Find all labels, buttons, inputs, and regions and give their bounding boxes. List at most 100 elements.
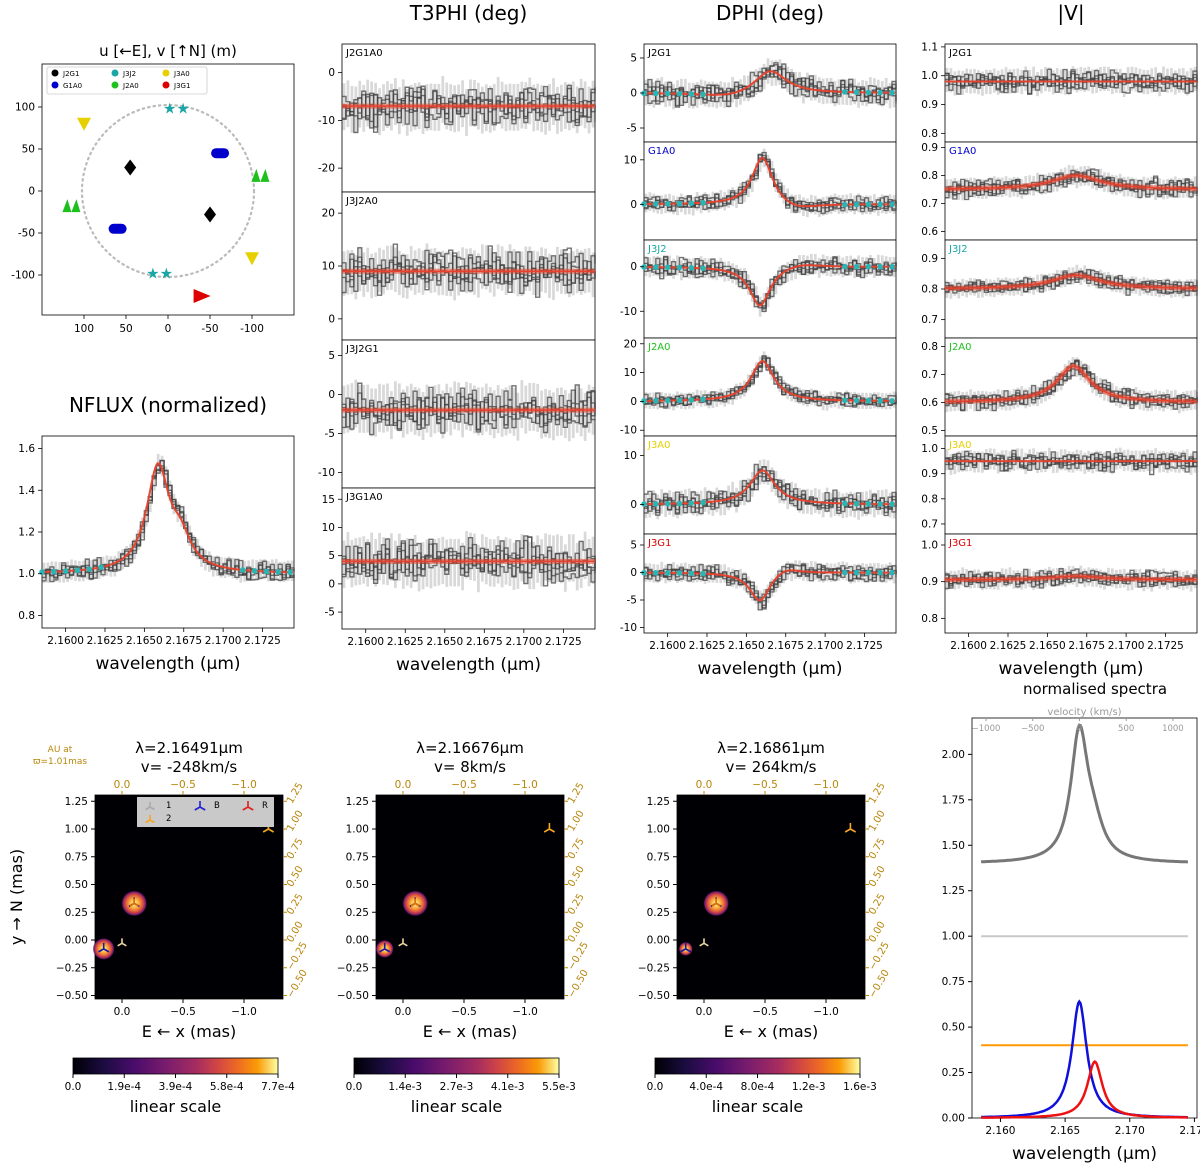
- dphi-panel-J3J2: 0 -10 J3J2: [620, 239, 897, 339]
- continuum-point: [865, 263, 872, 270]
- y-tick-label: 1.6: [18, 443, 35, 455]
- error-bar: [888, 82, 892, 109]
- continuum-point: [877, 201, 884, 208]
- error-bar: [774, 173, 778, 193]
- error-bar: [770, 278, 774, 299]
- au-y-tick-label: 0.25: [867, 892, 888, 917]
- t3phi-title: T3PHI (deg): [409, 1, 528, 25]
- y-tick-label: 1.25: [346, 796, 369, 808]
- image-legend: [137, 797, 274, 827]
- spectrum-line: [980, 723, 1188, 864]
- x-tick-label: 2.1725: [846, 640, 883, 652]
- continuum-point: [865, 201, 872, 208]
- au-y-tick-label: 1.25: [285, 781, 306, 806]
- error-bar: [516, 251, 520, 297]
- error-bar: [480, 86, 484, 134]
- continuum-point: [676, 397, 683, 404]
- error-bar: [563, 389, 567, 438]
- error-bar: [798, 560, 801, 579]
- error-bar: [211, 556, 215, 577]
- y-tick-label: 5: [328, 550, 335, 562]
- uv-point-diamond: [204, 206, 216, 223]
- x-tick-label: −1.0: [813, 1006, 839, 1018]
- continuum-point: [853, 500, 860, 507]
- t3phi-panel-J3J2G1: 5 0 -5 -10 J3J2G1: [318, 339, 596, 489]
- y-tick-label: 0.00: [65, 935, 88, 947]
- error-bar: [809, 194, 813, 214]
- uv-point-triangle-down: [245, 252, 259, 266]
- y-tick-label: −0.50: [337, 990, 369, 1002]
- error-bar: [484, 383, 488, 432]
- error-bar: [1059, 370, 1063, 391]
- model-curve: [944, 274, 1198, 290]
- y-tick-label: 5: [630, 540, 637, 552]
- error-bar: [782, 478, 786, 504]
- colorbar-tick-label: 1.9e-4: [107, 1081, 141, 1093]
- vis-panel-G1A0: 0.9 0.8 0.7 0.6 G1A0: [921, 141, 1198, 241]
- vis-panel-J3A0: 1.0 0.9 0.8 0.7 J3A0: [921, 435, 1198, 535]
- error-bar: [766, 355, 770, 372]
- error-bar: [421, 541, 425, 590]
- error-bar: [583, 392, 587, 441]
- error-bar: [469, 532, 472, 580]
- error-bar: [548, 534, 551, 583]
- x-tick-label: -50: [201, 323, 218, 335]
- y-tick-label: -5: [627, 595, 637, 607]
- au-y-tick-label: 0.25: [566, 892, 587, 917]
- error-bar: [366, 79, 370, 127]
- error-bar: [469, 79, 472, 127]
- error-bar: [567, 252, 571, 298]
- error-bar: [1067, 70, 1071, 96]
- error-bar: [405, 254, 409, 299]
- model-curve: [944, 174, 1198, 190]
- data-trace: [945, 568, 1198, 589]
- continuum-point: [676, 570, 683, 576]
- legend-marker: [162, 69, 170, 77]
- error-bar: [453, 85, 457, 133]
- error-bar: [496, 244, 500, 289]
- x-axis-label: wavelength (μm): [998, 659, 1143, 679]
- model-curve: [944, 365, 1198, 403]
- x-tick-label: −0.5: [451, 1006, 477, 1018]
- continuum-point: [877, 569, 884, 576]
- y-tick-label: 0.6: [921, 397, 938, 409]
- error-bar: [750, 173, 754, 193]
- error-bar: [821, 254, 825, 275]
- continuum-point: [853, 89, 860, 96]
- error-bar: [1134, 67, 1138, 92]
- error-bar: [476, 253, 480, 298]
- error-bar: [680, 260, 683, 281]
- error-bar: [1047, 447, 1051, 469]
- legend-marker: [111, 69, 119, 77]
- error-bar: [849, 565, 853, 584]
- x-tick-label: 2.1650: [1029, 640, 1066, 652]
- y-tick-label: −0.25: [337, 962, 369, 974]
- error-bar: [743, 571, 746, 591]
- vis-panel-J2G1: 1.1 1.0 0.9 0.8 J2G1: [921, 41, 1198, 143]
- x-tick-label: 2.1675: [165, 635, 202, 647]
- continuum-point: [865, 397, 872, 404]
- y-tick-label: 0.50: [942, 1022, 965, 1034]
- colorbar-tick-label: 5.5e-3: [542, 1081, 576, 1093]
- y-tick-label: 20: [624, 338, 637, 350]
- continuum-point: [889, 263, 895, 270]
- error-bar: [441, 75, 445, 123]
- legend-marker: [162, 81, 170, 89]
- y-tick-label: 1.50: [942, 840, 965, 852]
- error-bar: [413, 534, 417, 583]
- marker-cream: [699, 938, 709, 947]
- error-bar: [461, 542, 464, 591]
- continuum-point: [98, 564, 104, 571]
- au-label: ϖ=1.01mas: [33, 757, 87, 767]
- y-tick-label: 1.25: [65, 796, 88, 808]
- error-bar: [1075, 168, 1079, 189]
- error-bar: [488, 85, 492, 133]
- error-bar: [1036, 71, 1039, 97]
- error-bar: [421, 87, 425, 134]
- x-tick-label: 2.1650: [426, 636, 463, 648]
- error-bar: [480, 534, 484, 582]
- continuum-point: [653, 90, 659, 97]
